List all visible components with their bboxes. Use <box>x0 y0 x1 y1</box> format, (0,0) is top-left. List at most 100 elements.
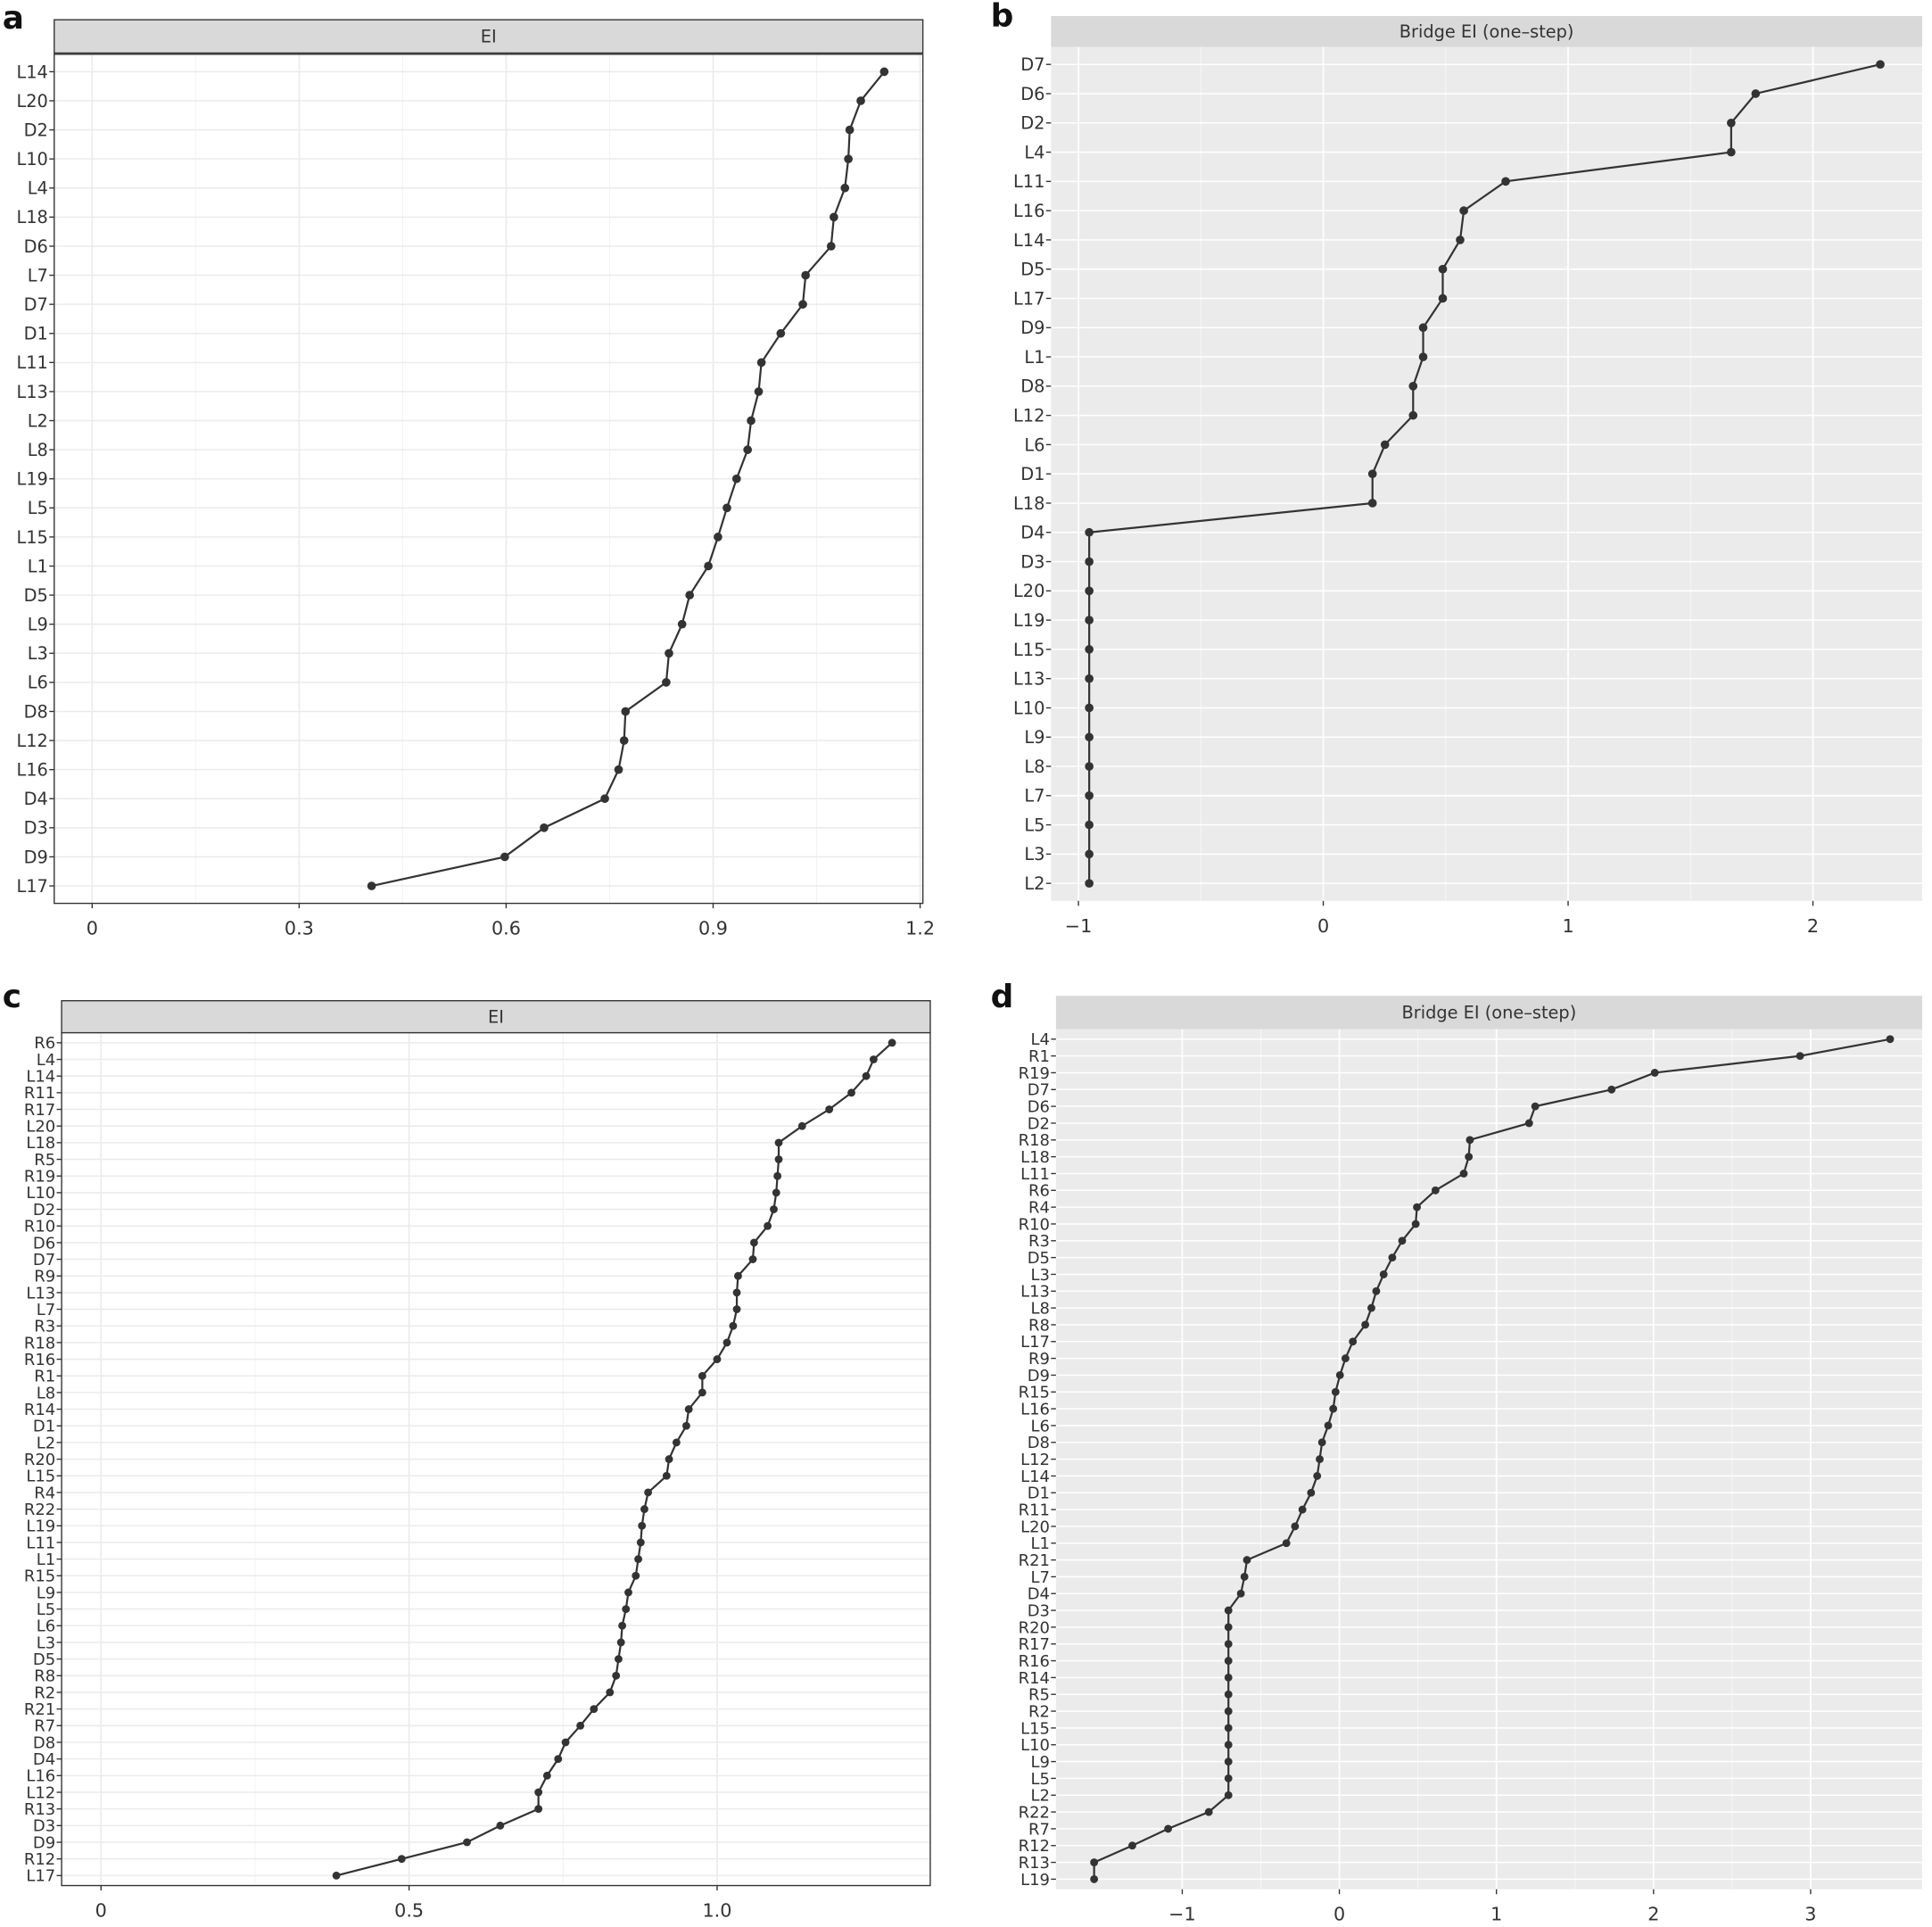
y-tick-label: R20 <box>24 1451 55 1469</box>
point <box>1408 381 1418 391</box>
y-tick-label: R16 <box>24 1351 55 1369</box>
point <box>1291 1522 1300 1531</box>
y-tick-label: L13 <box>26 1284 55 1303</box>
point <box>1240 1572 1249 1581</box>
y-tick-label: L11 <box>1013 171 1044 192</box>
point <box>1411 1220 1420 1228</box>
point <box>677 619 687 629</box>
point <box>1335 1371 1344 1379</box>
point <box>682 1421 690 1430</box>
point <box>622 1605 631 1614</box>
y-tick-label: L19 <box>16 469 47 490</box>
point <box>332 1871 341 1880</box>
point <box>1431 1186 1440 1195</box>
y-tick-label: L13 <box>16 382 47 402</box>
point <box>636 1538 645 1547</box>
y-tick-label: R22 <box>1019 1803 1050 1822</box>
point <box>1886 1035 1895 1044</box>
x-tick-label: 0.3 <box>285 918 314 939</box>
x-tick-label: 3 <box>1804 1904 1816 1923</box>
y-tick-label: L20 <box>16 91 47 112</box>
point <box>776 328 786 338</box>
x-tick-label: −1 <box>1168 1904 1196 1923</box>
point <box>774 1155 783 1163</box>
point <box>698 1371 706 1380</box>
point <box>618 1621 627 1630</box>
point <box>616 1638 625 1647</box>
point <box>612 1671 621 1680</box>
point <box>685 591 695 600</box>
point <box>1085 820 1094 830</box>
point <box>1501 177 1510 186</box>
y-tick-label: D1 <box>1020 464 1044 484</box>
y-tick-label: L17 <box>16 876 47 897</box>
point <box>590 1705 599 1714</box>
point <box>773 1171 782 1180</box>
point <box>797 1121 806 1130</box>
y-tick-label: L4 <box>1031 1030 1050 1049</box>
point <box>826 242 836 251</box>
x-tick-label: 1.0 <box>702 1900 731 1922</box>
y-tick-label: R1 <box>1028 1047 1050 1066</box>
point <box>1224 1757 1233 1766</box>
point <box>1438 294 1448 303</box>
point <box>1349 1337 1358 1346</box>
y-tick-label: L16 <box>1013 201 1044 221</box>
point <box>1413 1203 1421 1212</box>
point <box>734 1271 742 1280</box>
y-tick-label: L4 <box>37 1051 55 1070</box>
y-tick-label: L1 <box>37 1551 55 1569</box>
point <box>862 1071 871 1080</box>
point <box>1372 1286 1381 1295</box>
y-tick-label: R13 <box>1019 1854 1050 1873</box>
point <box>1398 1236 1407 1245</box>
point <box>1224 1707 1233 1716</box>
y-tick-label: R19 <box>1019 1064 1050 1083</box>
point <box>888 1038 896 1047</box>
point <box>713 1355 722 1363</box>
y-tick-label: R9 <box>1028 1350 1050 1369</box>
y-tick-label: L12 <box>16 731 47 751</box>
y-tick-label: L18 <box>1020 1148 1050 1167</box>
y-tick-label: R13 <box>24 1800 55 1819</box>
point <box>1465 1153 1474 1162</box>
y-tick-label: D9 <box>1020 318 1044 338</box>
point <box>1524 1119 1533 1128</box>
y-tick-label: R21 <box>1019 1551 1050 1570</box>
y-tick-label: L5 <box>1024 815 1044 835</box>
y-tick-label: R15 <box>1019 1384 1050 1402</box>
y-tick-label: L16 <box>26 1767 55 1786</box>
point <box>632 1571 640 1580</box>
strip-title: Bridge EI (one–step) <box>1402 1003 1577 1023</box>
y-tick-label: L14 <box>16 62 47 82</box>
point <box>1243 1556 1251 1565</box>
point <box>606 1688 615 1697</box>
point <box>764 1221 772 1230</box>
point <box>1224 1724 1233 1733</box>
point <box>1408 410 1418 420</box>
y-tick-label: L1 <box>28 556 48 576</box>
y-tick-label: D1 <box>1028 1485 1050 1503</box>
point <box>732 1288 741 1297</box>
point <box>665 1455 673 1464</box>
point <box>1090 1858 1099 1866</box>
y-tick-label: R18 <box>24 1334 55 1352</box>
y-tick-label: L9 <box>37 1584 55 1602</box>
y-tick-label: L8 <box>1024 757 1044 777</box>
y-tick-label: L2 <box>1031 1787 1050 1806</box>
x-tick-label: 0.9 <box>698 918 728 939</box>
point <box>1331 1387 1340 1396</box>
point <box>634 1555 642 1564</box>
point <box>644 1488 653 1497</box>
point <box>500 852 509 862</box>
y-tick-label: L7 <box>1024 786 1044 806</box>
y-tick-label: D8 <box>1020 376 1044 397</box>
point <box>640 1505 648 1514</box>
y-tick-label: L12 <box>1013 405 1044 426</box>
y-tick-label: D2 <box>33 1201 55 1220</box>
y-tick-label: L20 <box>1020 1518 1050 1536</box>
point <box>714 533 722 542</box>
y-tick-label: L15 <box>26 1468 55 1486</box>
y-tick-label: L18 <box>26 1134 55 1153</box>
y-tick-label: L19 <box>26 1518 55 1536</box>
